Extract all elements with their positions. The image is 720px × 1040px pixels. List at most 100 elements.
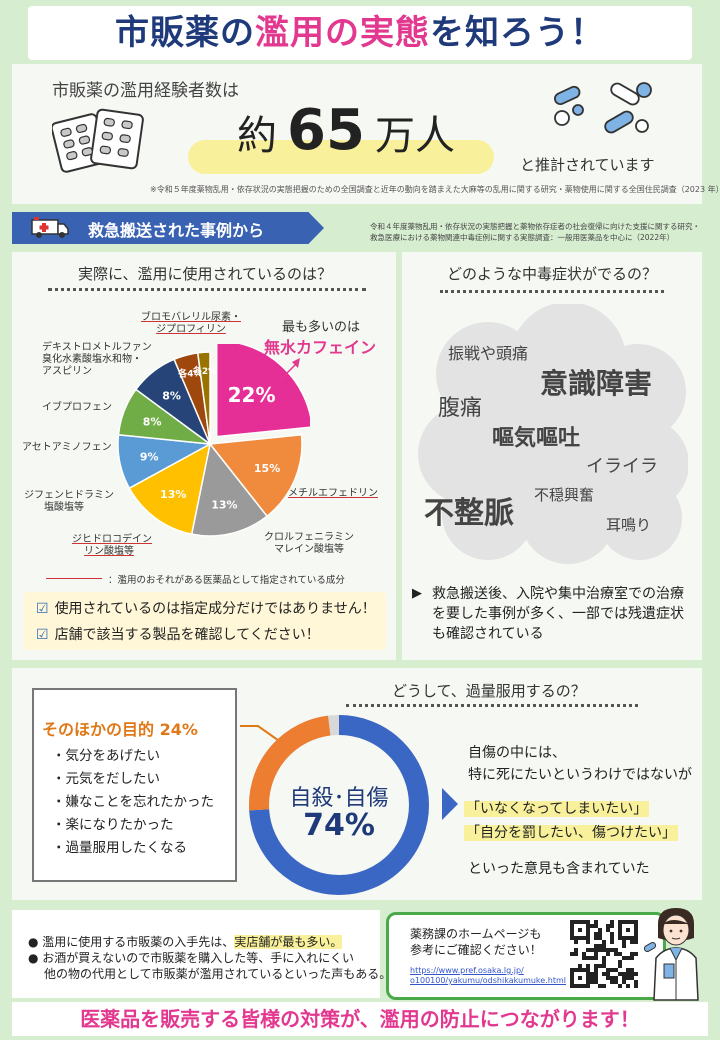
symptom-section-title: どのような中毒症状がでるの？ xyxy=(446,265,657,283)
label-text: クロルフェニラミン xyxy=(264,532,354,543)
label-ibuprofen: イブプロフェン xyxy=(42,402,112,413)
label-bromovalerylurea: ブロモバレリル尿素・ ジプロフィリン xyxy=(136,312,246,336)
qr-module xyxy=(578,936,582,940)
qr-module xyxy=(602,948,606,952)
pill-pack-icon xyxy=(52,108,144,173)
qr-module xyxy=(582,984,586,988)
qr-module xyxy=(626,936,630,940)
check-box xyxy=(24,592,386,650)
check-item-1: ☑ 使用されているのは指定成分だけではありません！ xyxy=(36,598,376,618)
qr-module xyxy=(594,972,598,976)
qr-module xyxy=(602,972,606,976)
qr-module xyxy=(586,972,590,976)
qr-module xyxy=(586,940,590,944)
qr-module xyxy=(634,920,638,924)
title-divider xyxy=(48,288,366,291)
overdose-quote-2: 「自分を罰したい、傷つけたい」 xyxy=(464,822,678,842)
purchase-item-2: ● お酒が買えないので市販薬を購入した等、手に入れにくい xyxy=(28,951,355,965)
donut-center-label: 自殺･自傷 xyxy=(289,786,389,811)
qr-code-icon[interactable] xyxy=(570,920,638,988)
overdose-text-1: 自傷の中には、 xyxy=(468,745,566,761)
qr-module xyxy=(618,924,622,928)
pie-data-label: 13% xyxy=(211,498,237,511)
qr-module xyxy=(582,956,586,960)
qr-module xyxy=(602,960,606,964)
footer-message: 医薬品を販売する皆様の対策が、濫用の防止につながります！ xyxy=(12,1002,708,1036)
stats-source-note: ※令和５年度薬物乱用・依存状況の実態把握のための全国調査と近年の動向を踏まえた大… xyxy=(150,185,720,194)
qr-module xyxy=(618,984,622,988)
qr-module xyxy=(590,948,594,952)
qr-module xyxy=(634,940,638,944)
qr-module xyxy=(634,972,638,976)
qr-module xyxy=(622,920,626,924)
chevron-right-icon xyxy=(442,788,458,820)
qr-module xyxy=(602,956,606,960)
website-text-1: 薬務課のホームページも xyxy=(410,927,542,941)
overdose-section-title: どうして、過量服用するの？ xyxy=(392,682,586,700)
label-text: ジフェンヒドラミン xyxy=(24,490,114,501)
label-diphenhydramine: ジフェンヒドラミン 塩酸塩等 xyxy=(24,490,114,514)
banner-label: 救急搬送された事例から xyxy=(88,221,265,240)
url-line[interactable]: https://www.pref.osaka.lg.jp/ xyxy=(410,966,524,975)
overdose-text-3: といった意見も含まれていた xyxy=(468,861,650,877)
qr-module xyxy=(606,948,610,952)
label-dihydrocodeine: ジヒドロコデイン リン酸塩等 xyxy=(72,534,152,558)
qr-module xyxy=(614,952,618,956)
qr-module xyxy=(598,932,602,936)
label-text: 塩酸塩等 xyxy=(44,502,84,513)
qr-module xyxy=(594,968,598,972)
qr-module xyxy=(586,956,590,960)
label-text: アスピリン xyxy=(42,366,92,377)
pie-slice xyxy=(215,344,310,438)
qr-module xyxy=(570,984,574,988)
overdose-quote-1: 「いなくなってしまいたい」 xyxy=(464,798,650,818)
qr-module xyxy=(582,920,586,924)
qr-module xyxy=(606,928,610,932)
qr-module xyxy=(586,928,590,932)
pie-data-label: 8% xyxy=(143,416,162,429)
donut-segment xyxy=(249,715,429,895)
symptom-word-abdominal: 腹痛 xyxy=(438,396,483,421)
url-line[interactable]: o100100/yakumu/odshikakumuke.html xyxy=(410,976,566,985)
donut-segment xyxy=(249,715,429,895)
website-link[interactable]: https://www.pref.osaka.lg.jp/o100100/yak… xyxy=(410,966,566,986)
qr-module xyxy=(594,932,598,936)
qr-module xyxy=(586,984,590,988)
overdose-donut-chart xyxy=(249,715,429,895)
qr-module xyxy=(618,960,622,964)
qr-module xyxy=(626,920,630,924)
qr-module xyxy=(586,936,590,940)
qr-module xyxy=(594,920,598,924)
qr-module xyxy=(610,980,614,984)
qr-module xyxy=(634,928,638,932)
qr-module xyxy=(574,920,578,924)
legend-text: ：濫用のおそれがある医薬品として指定されている成分 xyxy=(108,575,345,586)
qr-module xyxy=(582,952,586,956)
pie-data-label: 9% xyxy=(140,450,159,463)
label-text: リン酸塩等 xyxy=(84,546,134,557)
qr-module xyxy=(634,924,638,928)
donut-center-value: 74% xyxy=(303,808,375,843)
pie-data-label: 8% xyxy=(162,389,181,402)
title-divider xyxy=(346,704,638,707)
callout-arrow xyxy=(279,358,300,381)
qr-module xyxy=(618,928,622,932)
legend-swatch xyxy=(46,578,102,579)
pie-slice xyxy=(190,442,269,537)
qr-module xyxy=(594,956,598,960)
qr-module xyxy=(598,964,602,968)
purpose-list: ・気分をあげたい ・元気をだしたい ・嫌なことを忘れたかった ・楽になりたかった… xyxy=(52,744,214,859)
qr-module xyxy=(606,968,610,972)
label-text: ブロモバレリル尿素・ xyxy=(141,312,241,323)
other-purpose-heading: そのほかの目的 24% xyxy=(42,720,198,739)
symptom-cloud xyxy=(418,304,688,564)
qr-module xyxy=(606,924,610,928)
qr-module xyxy=(578,968,582,972)
purchase-info-box xyxy=(12,910,380,998)
qr-module xyxy=(614,968,618,972)
qr-module xyxy=(602,964,606,968)
qr-module xyxy=(626,968,630,972)
qr-module xyxy=(586,964,590,968)
qr-module xyxy=(622,976,626,980)
qr-module xyxy=(618,932,622,936)
